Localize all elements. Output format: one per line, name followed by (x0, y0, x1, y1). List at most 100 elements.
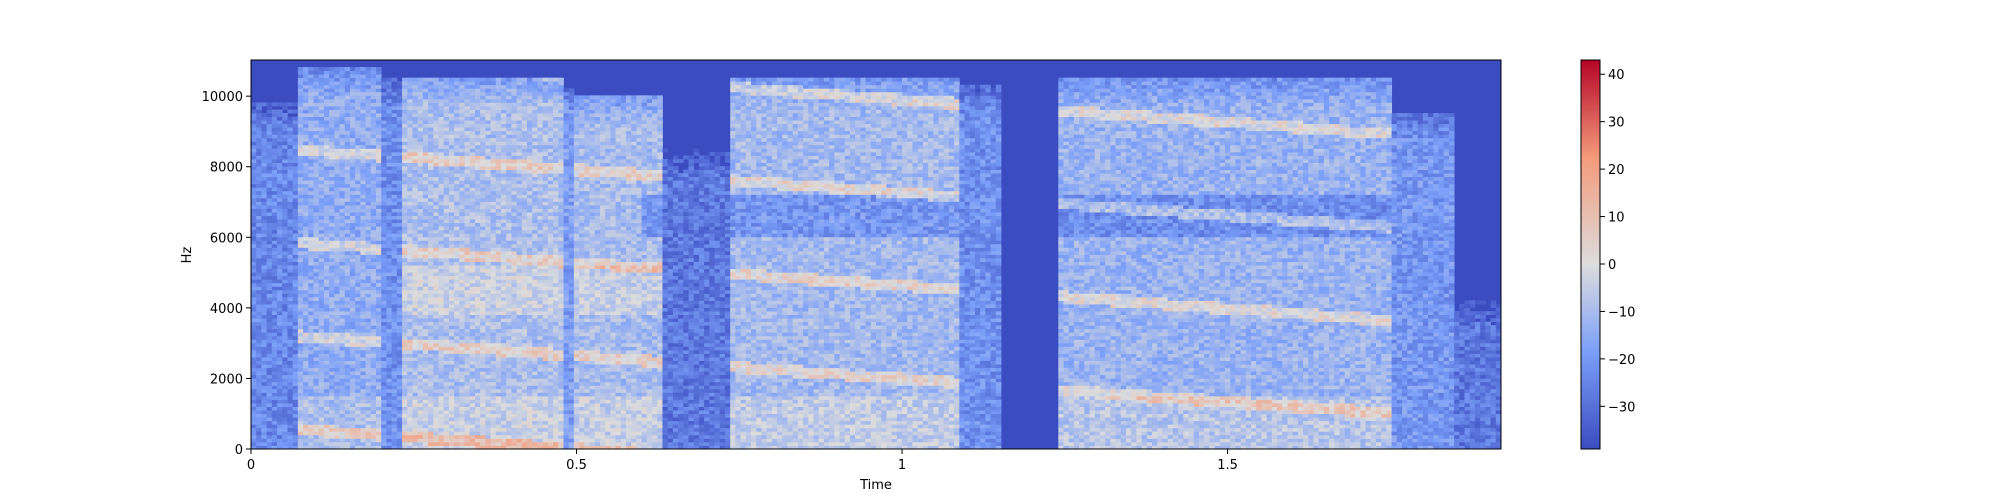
heatmap-cell (386, 116, 393, 121)
heatmap-cell (485, 197, 491, 202)
heatmap-cell (271, 304, 278, 308)
heatmap-cell (365, 88, 372, 93)
heatmap-cell (391, 201, 398, 206)
heatmap-cell (323, 258, 330, 262)
heatmap-cell (454, 286, 460, 291)
heatmap-cell (287, 296, 294, 301)
heatmap-cell (323, 166, 330, 171)
heatmap-cell (396, 399, 403, 404)
heatmap-cell (344, 325, 351, 330)
heatmap-cell (344, 91, 351, 96)
heatmap-cell (365, 222, 372, 227)
heatmap-cell (297, 275, 304, 280)
heatmap-cell (402, 204, 408, 209)
heatmap-cell (329, 109, 335, 114)
heatmap-cell (469, 240, 476, 245)
heatmap-cell (323, 105, 330, 110)
heatmap-cell (459, 392, 465, 397)
heatmap-cell (448, 187, 455, 192)
heatmap-cell (329, 357, 335, 361)
heatmap-cell (334, 438, 340, 443)
heatmap-cell (370, 134, 377, 139)
heatmap-cell (448, 77, 455, 82)
heatmap-cell (495, 339, 502, 344)
heatmap-cell (417, 180, 424, 185)
heatmap-cell (464, 102, 471, 107)
heatmap-cell (329, 339, 335, 344)
heatmap-cell (459, 254, 465, 259)
heatmap-cell (271, 123, 278, 128)
heatmap-cell (417, 381, 424, 386)
heatmap-cell (318, 381, 325, 386)
heatmap-cell (474, 105, 481, 110)
heatmap-cell (396, 141, 403, 146)
heatmap-cell (428, 357, 434, 361)
heatmap-cell (297, 250, 304, 255)
heatmap-cell (334, 417, 340, 422)
heatmap-cell (349, 134, 356, 139)
heatmap-cell (308, 155, 314, 160)
heatmap-cell (407, 289, 413, 294)
heatmap-cell (370, 258, 377, 262)
heatmap-cell (370, 169, 377, 174)
heatmap-cell (271, 272, 278, 277)
heatmap-cell (464, 180, 471, 185)
heatmap-cell (277, 279, 283, 284)
heatmap-cell (412, 360, 419, 365)
heatmap-cell (365, 130, 372, 135)
heatmap-cell (334, 159, 340, 163)
heatmap-cell (329, 413, 335, 418)
heatmap-cell (344, 282, 351, 287)
heatmap-cell (464, 222, 471, 227)
heatmap-cell (329, 201, 335, 206)
heatmap-cell (490, 311, 497, 316)
heatmap-cell (256, 307, 262, 312)
heatmap-cell (448, 155, 455, 160)
heatmap-cell (495, 240, 502, 245)
heatmap-cell (459, 77, 465, 82)
heatmap-cell (454, 180, 460, 185)
heatmap-cell (349, 67, 356, 72)
heatmap-cell (443, 427, 450, 432)
heatmap-cell (474, 243, 481, 248)
heatmap-cell (318, 265, 325, 270)
heatmap-cell (313, 318, 320, 323)
heatmap-cell (376, 219, 382, 224)
heatmap-cell (407, 222, 413, 227)
heatmap-cell (381, 98, 387, 103)
heatmap-cell (469, 254, 476, 259)
heatmap-cell (407, 325, 413, 330)
heatmap-cell (339, 208, 346, 213)
heatmap-cell (485, 321, 491, 326)
heatmap-cell (474, 265, 481, 270)
heatmap-cell (422, 410, 429, 415)
heatmap-cell (318, 434, 325, 439)
heatmap-cell (292, 162, 299, 167)
heatmap-cell (261, 229, 268, 234)
heatmap-cell (261, 148, 268, 153)
heatmap-cell (485, 233, 491, 238)
heatmap-cell (349, 272, 356, 277)
heatmap-cell (433, 243, 439, 248)
heatmap-cell (396, 243, 403, 248)
heatmap-cell (323, 183, 330, 188)
heatmap-cell (365, 335, 372, 340)
heatmap-cell (412, 349, 419, 354)
heatmap-cell (417, 183, 424, 188)
heatmap-cell (323, 254, 330, 259)
heatmap-cell (323, 321, 330, 326)
heatmap-cell (443, 144, 450, 149)
heatmap-cell (360, 296, 366, 301)
heatmap-cell (454, 236, 460, 241)
heatmap-cell (344, 162, 351, 167)
heatmap-cell (297, 371, 304, 376)
heatmap-cell (459, 406, 465, 411)
heatmap-cell (329, 417, 335, 422)
heatmap-cell (308, 328, 314, 333)
heatmap-cell (261, 127, 268, 132)
heatmap-cell (297, 367, 304, 372)
heatmap-cell (490, 342, 497, 347)
heatmap-cell (323, 84, 330, 89)
heatmap-cell (459, 187, 465, 192)
heatmap-cell (323, 364, 330, 369)
